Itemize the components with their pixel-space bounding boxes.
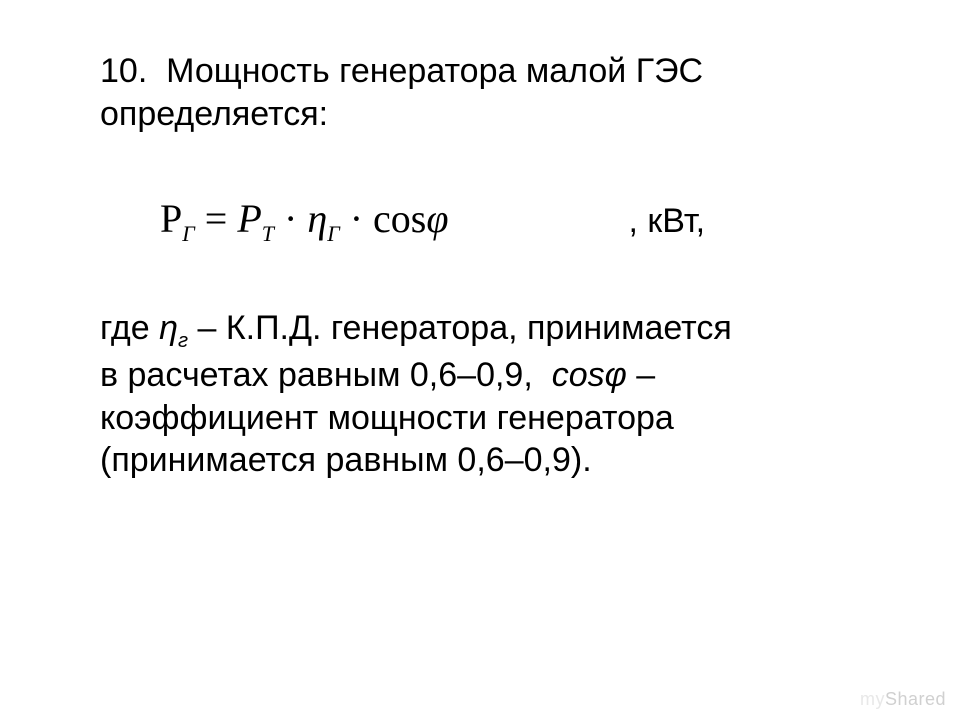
formula-row: PГ = PT · ηГ · cosφ , кВт,	[100, 195, 880, 247]
watermark: myShared	[860, 689, 946, 710]
formula-lhs-sub: Г	[182, 221, 195, 246]
body-p3: коэффициент мощности генератора	[100, 399, 674, 437]
formula-lhs-P: P	[160, 196, 182, 241]
body-p1b: – К.П.Д. генератора, принимается	[188, 309, 732, 347]
formula-cos: cos	[373, 196, 426, 241]
heading-line-2: определяется:	[100, 95, 328, 133]
body-eta-sub: г	[178, 330, 188, 352]
formula-eta-sub: Г	[327, 221, 340, 246]
body-p1a: где	[100, 309, 159, 347]
formula-unit: , кВт,	[629, 202, 706, 241]
body-eta: η	[159, 309, 178, 347]
watermark-my: my	[860, 689, 885, 709]
body-text: где ηг – К.П.Д. генератора, принимается …	[100, 307, 880, 482]
formula-Pt-sub: T	[262, 221, 274, 246]
formula-eq: =	[195, 196, 238, 241]
formula-eta: η	[307, 196, 327, 241]
heading-line-1: 10. Мощность генератора малой ГЭС	[100, 52, 703, 90]
formula-dot2: ·	[340, 196, 373, 241]
body-p2a: в расчетах равным 0,6–0,9,	[100, 356, 552, 394]
body-cosphi: cosφ	[552, 356, 627, 394]
formula-Pt: P	[237, 196, 261, 241]
slide-heading: 10. Мощность генератора малой ГЭС опреде…	[100, 50, 880, 135]
formula-phi: φ	[426, 196, 448, 241]
formula-dot1: ·	[274, 196, 307, 241]
body-p2b: –	[627, 356, 655, 394]
body-p4: (принимается равным 0,6–0,9).	[100, 441, 592, 479]
watermark-shared: Shared	[885, 689, 946, 709]
formula: PГ = PT · ηГ · cosφ	[160, 195, 449, 247]
slide: 10. Мощность генератора малой ГЭС опреде…	[0, 0, 960, 720]
